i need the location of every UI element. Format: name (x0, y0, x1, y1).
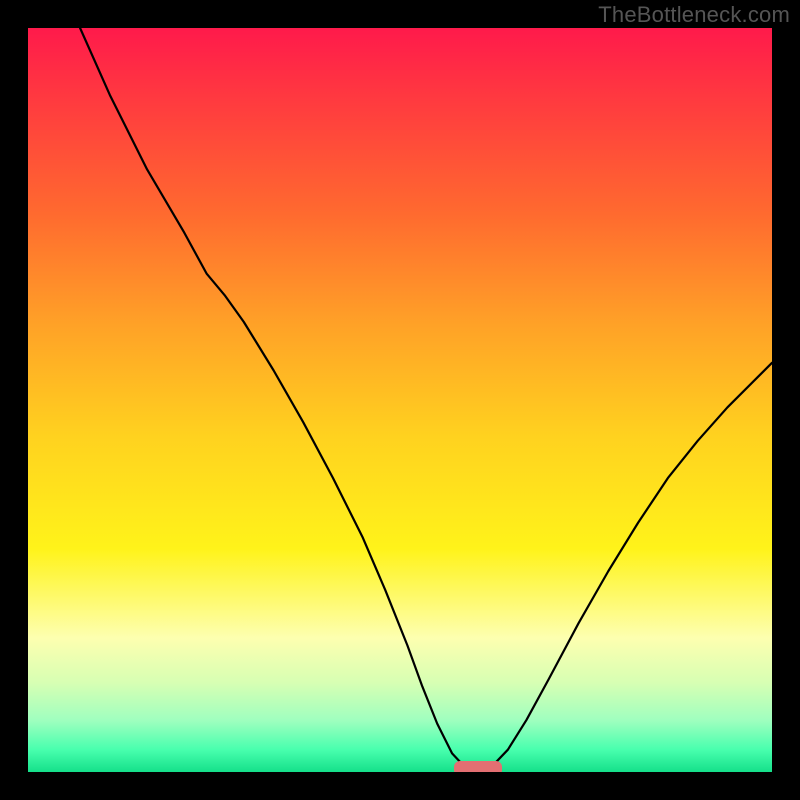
optimum-marker (454, 761, 502, 772)
plot-area (28, 28, 772, 772)
chart-container: TheBottleneck.com (0, 0, 800, 800)
bottleneck-curve (28, 28, 772, 772)
watermark-text: TheBottleneck.com (598, 2, 790, 28)
